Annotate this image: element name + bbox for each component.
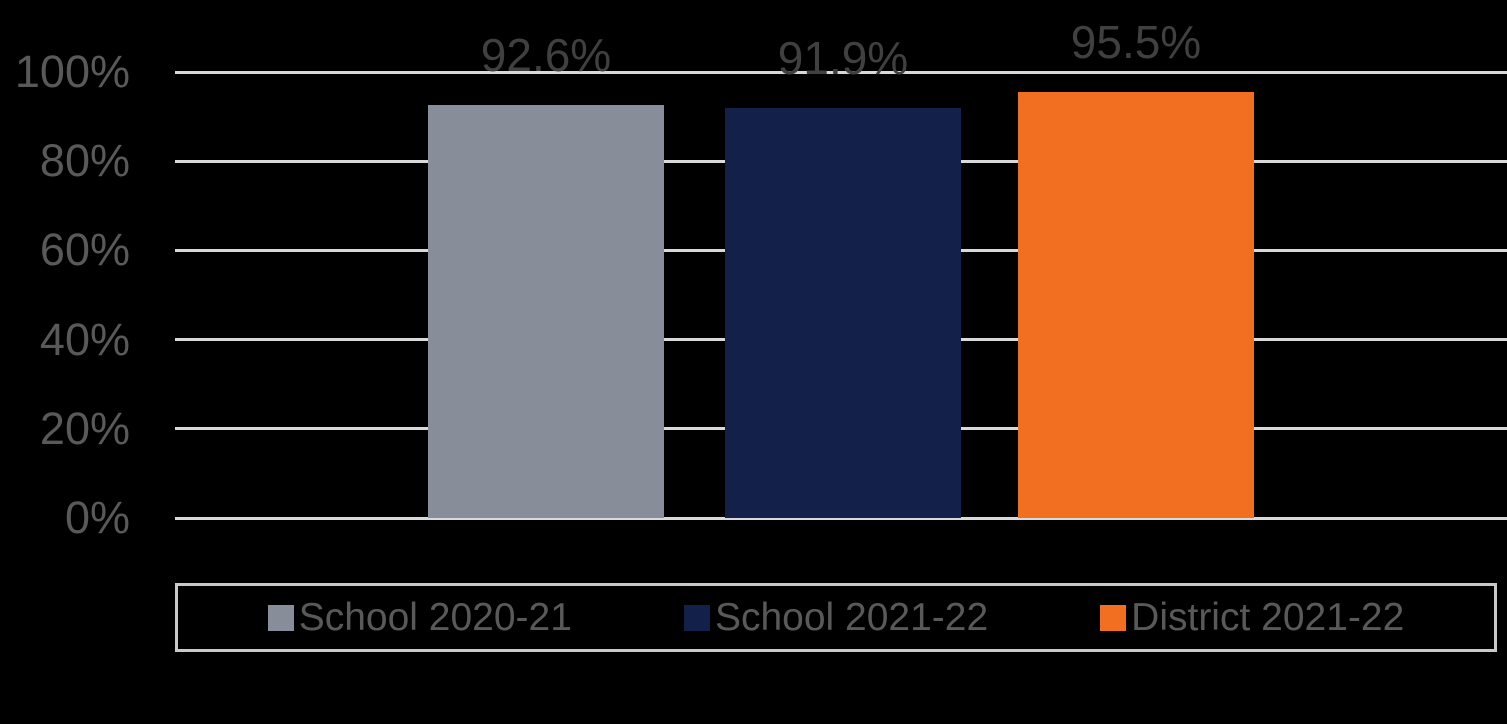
y-axis-tick-label: 60% (39, 224, 130, 276)
y-axis-tick-label: 100% (14, 46, 130, 97)
bar-school-2020-21 (428, 105, 664, 518)
y-axis-tick-label: 40% (39, 313, 130, 365)
bar-value-label: 92.6% (480, 29, 612, 81)
legend-item: School 2021-22 (683, 595, 989, 639)
legend-color-swatch (683, 604, 710, 631)
legend-item-label: School 2021-22 (714, 595, 989, 639)
y-axis-tick-label: 20% (39, 402, 130, 454)
gridline (175, 70, 1507, 74)
bar-school-2021-22 (725, 108, 961, 518)
legend-color-swatch (1100, 604, 1127, 631)
legend-item: School 2020-21 (267, 595, 572, 639)
legend: School 2020-21 School 2021-22 District 2… (175, 583, 1497, 652)
bar-value-label: 91.9% (777, 32, 909, 85)
legend-color-swatch (267, 604, 294, 631)
y-axis-tick-label: 0% (64, 492, 130, 543)
legend-item-label: School 2020-21 (298, 595, 572, 639)
legend-item-label: District 2021-22 (1131, 595, 1405, 639)
bar-value-label: 95.5% (1070, 16, 1202, 69)
y-axis-tick-label: 80% (39, 135, 130, 187)
legend-item: District 2021-22 (1100, 595, 1405, 639)
gridline (175, 516, 1507, 520)
bar-district-2021-22 (1018, 92, 1254, 518)
